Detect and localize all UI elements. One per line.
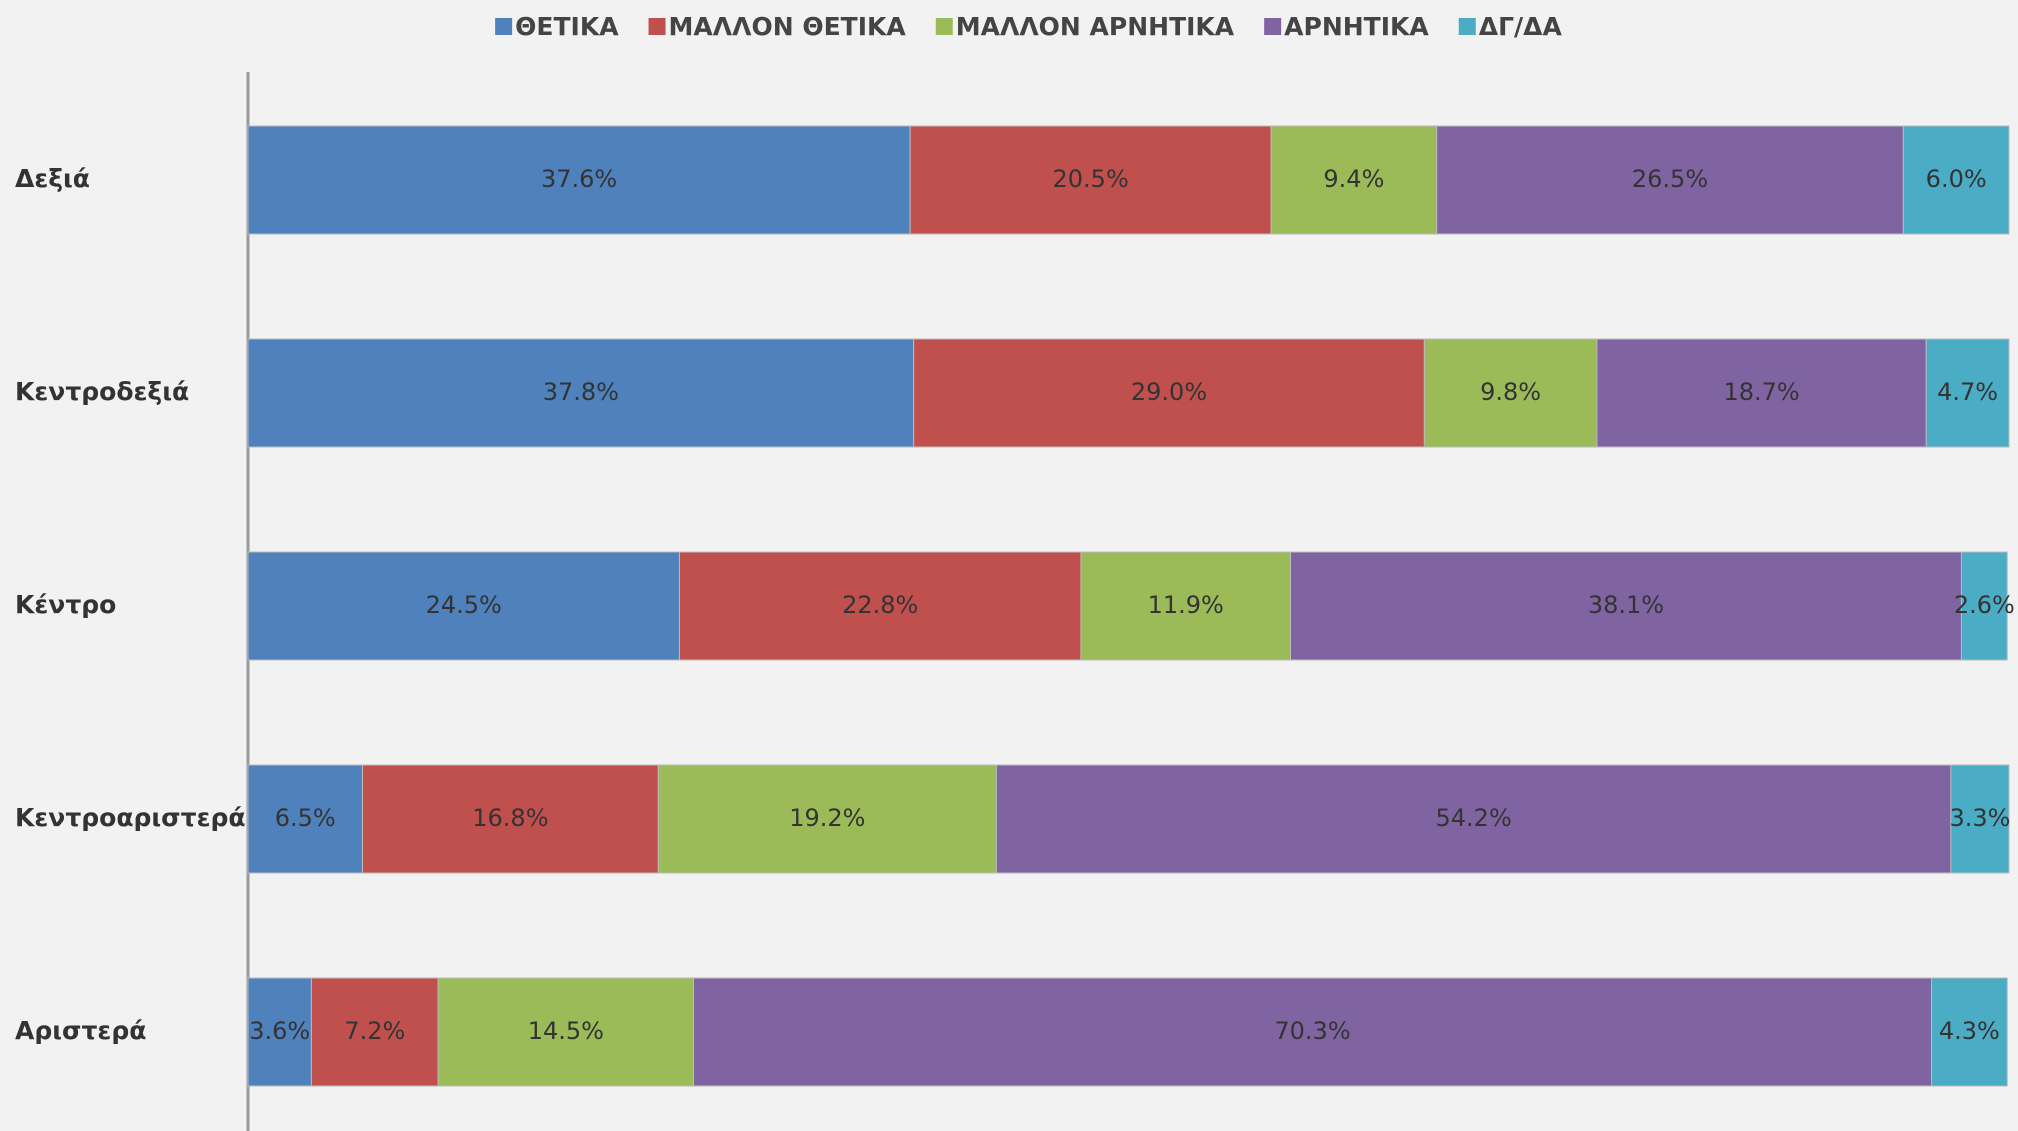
legend-label: ΜΑΛΛΟΝ ΑΡΝΗΤΙΚΑ [956, 12, 1235, 41]
bar-segment [1080, 551, 1292, 661]
legend-label: ΘΕΤΙΚΑ [515, 12, 619, 41]
bar-segment [247, 764, 363, 874]
data-label: 54.2% [1436, 804, 1512, 832]
bar-segment [247, 338, 915, 448]
legend-label: ΑΡΝΗΤΙΚΑ [1284, 12, 1429, 41]
data-label: 37.6% [541, 165, 617, 193]
legend-swatch [1264, 18, 1282, 35]
bar-segment [1950, 764, 2010, 874]
legend-swatch [648, 18, 666, 35]
bar-segment [247, 977, 312, 1087]
bar-segment [247, 551, 680, 661]
legend: ΘΕΤΙΚΑ ΜΑΛΛΟΝ ΘΕΤΙΚΑ ΜΑΛΛΟΝ ΑΡΝΗΤΙΚΑ ΑΡΝΗΤΙ… [495, 12, 1563, 41]
legend-swatch [935, 18, 953, 35]
bar-segment [1290, 551, 1962, 661]
legend-label: ΔΓ/ΔΑ [1479, 12, 1563, 41]
bar-segment [1423, 338, 1598, 448]
category-label: Αριστερά [15, 1016, 146, 1045]
data-label: 9.4% [1323, 165, 1384, 193]
legend-label: ΜΑΛΛΟΝ ΘΕΤΙΚΑ [669, 12, 907, 41]
data-label: 29.0% [1131, 378, 1207, 406]
data-label: 70.3% [1274, 1017, 1350, 1045]
data-label: 2.6% [1954, 591, 2015, 619]
data-label: 6.5% [275, 804, 336, 832]
bar-segment [1960, 551, 2008, 661]
data-label: 4.7% [1937, 378, 1998, 406]
data-label: 3.3% [1949, 804, 2010, 832]
data-label: 9.8% [1480, 378, 1541, 406]
data-label: 24.5% [426, 591, 502, 619]
bar-segment [1902, 125, 2010, 235]
data-label: 16.8% [472, 804, 548, 832]
data-label: 6.0% [1926, 165, 1987, 193]
bar-segment [247, 125, 911, 235]
category-label: Κεντροαριστερά [15, 803, 246, 832]
bar-segment [1436, 125, 1904, 235]
data-label: 20.5% [1053, 165, 1129, 193]
data-label: 11.9% [1148, 591, 1224, 619]
legend-swatch [495, 18, 513, 35]
category-label: Κέντρο [15, 590, 116, 619]
legend-swatch [1458, 18, 1476, 35]
bar-segment [909, 125, 1272, 235]
category-label: Κεντροδεξιά [15, 377, 189, 406]
bar-segment [1931, 977, 2008, 1087]
bar-segment [995, 764, 1952, 874]
bar-segment [437, 977, 695, 1087]
data-label: 7.2% [344, 1017, 405, 1045]
bar-segment [1270, 125, 1438, 235]
bar-segment [678, 551, 1082, 661]
data-label: 3.6% [249, 1017, 310, 1045]
data-label: 19.2% [789, 804, 865, 832]
bar-segment [693, 977, 1933, 1087]
data-label: 18.7% [1723, 378, 1799, 406]
data-label: 22.8% [842, 591, 918, 619]
bar-segment [1925, 338, 2010, 448]
bar-segment [310, 977, 439, 1087]
data-label: 4.3% [1939, 1017, 2000, 1045]
category-label: Δεξιά [15, 164, 90, 193]
data-label: 38.1% [1588, 591, 1664, 619]
data-label: 37.8% [543, 378, 619, 406]
bar-segment [361, 764, 659, 874]
data-label: 14.5% [528, 1017, 604, 1045]
bar-segment [1596, 338, 1927, 448]
data-label: 26.5% [1632, 165, 1708, 193]
bar-segment [657, 764, 997, 874]
